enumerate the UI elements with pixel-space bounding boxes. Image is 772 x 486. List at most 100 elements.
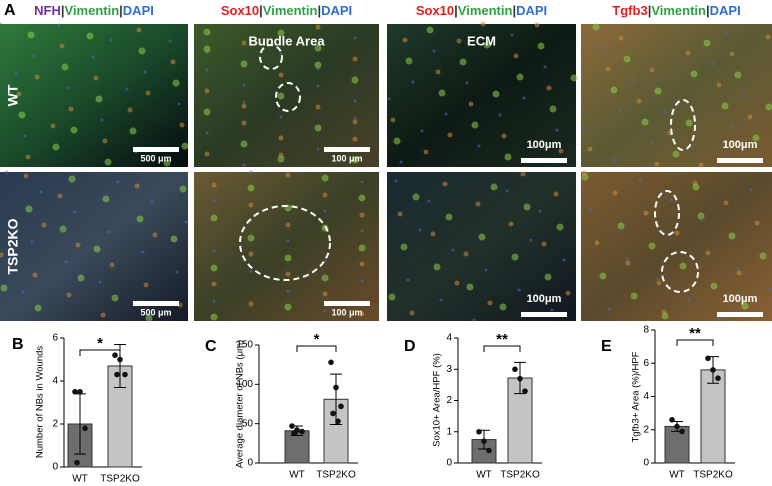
header-part: Vimentin bbox=[458, 3, 513, 18]
cell-nucleus bbox=[625, 260, 631, 266]
cell-nucleus bbox=[543, 65, 547, 69]
cell-nucleus bbox=[248, 301, 254, 307]
scale-bar bbox=[324, 301, 370, 306]
column-header: Tgfb3|Vimentin|DAPI bbox=[612, 3, 740, 18]
region-label: Bundle Area bbox=[248, 33, 325, 48]
cell-nucleus bbox=[562, 258, 566, 262]
cell-nucleus bbox=[420, 129, 424, 133]
cell-nucleus bbox=[505, 189, 509, 193]
cell-nucleus bbox=[765, 34, 771, 40]
cell-nucleus bbox=[759, 252, 767, 260]
cell-nucleus bbox=[471, 121, 479, 129]
data-point bbox=[112, 352, 118, 359]
cell-nucleus bbox=[64, 260, 68, 264]
cell-nucleus bbox=[104, 158, 112, 166]
data-point bbox=[333, 384, 339, 391]
data-point bbox=[710, 367, 716, 373]
y-tick-label: 2 bbox=[446, 395, 452, 406]
cell-nucleus bbox=[729, 51, 735, 57]
scale-bar bbox=[717, 158, 763, 163]
cell-nucleus bbox=[102, 138, 108, 144]
x-tick-label: TSP2KO bbox=[500, 470, 540, 481]
cell-nucleus bbox=[93, 75, 99, 81]
cell-nucleus bbox=[100, 312, 106, 318]
cell-nucleus bbox=[617, 222, 625, 230]
cell-nucleus bbox=[242, 83, 246, 87]
cell-nucleus bbox=[705, 250, 711, 256]
cell-nucleus bbox=[687, 297, 691, 301]
cell-nucleus bbox=[141, 250, 145, 254]
scale-bar-label: 100μm bbox=[527, 139, 562, 151]
header-part: Vimentin bbox=[263, 3, 318, 18]
data-point bbox=[291, 430, 297, 436]
cell-nucleus bbox=[649, 141, 653, 145]
cell-nucleus bbox=[203, 45, 211, 53]
cell-nucleus bbox=[432, 49, 436, 53]
data-point bbox=[705, 355, 711, 362]
cell-nucleus bbox=[736, 267, 740, 271]
data-point bbox=[517, 375, 523, 382]
cell-nucleus bbox=[284, 303, 292, 311]
cell-nucleus bbox=[480, 21, 486, 27]
column-header: NFH|Vimentin|DAPI bbox=[34, 3, 154, 18]
cell-nucleus bbox=[690, 70, 698, 78]
cell-nucleus bbox=[405, 57, 413, 65]
cell-nucleus bbox=[442, 181, 448, 187]
cell-nucleus bbox=[360, 229, 364, 233]
cell-nucleus bbox=[212, 199, 216, 203]
outline bbox=[259, 44, 283, 70]
cell-nucleus bbox=[248, 202, 254, 208]
cell-nucleus bbox=[570, 74, 578, 82]
cell-nucleus bbox=[203, 28, 211, 36]
cell-nucleus bbox=[212, 299, 216, 303]
row-label: TSP2KO bbox=[5, 218, 21, 274]
y-tick-label: 2 bbox=[643, 424, 649, 435]
y-tick-label: 1 bbox=[446, 426, 452, 437]
cell-nucleus bbox=[623, 55, 631, 63]
y-tick-label: 4 bbox=[446, 333, 452, 344]
cell-nucleus bbox=[475, 201, 481, 207]
y-tick-label: 8 bbox=[643, 325, 649, 336]
header-part: | bbox=[706, 3, 710, 18]
x-tick-label: TSP2KO bbox=[316, 470, 356, 481]
cell-nucleus bbox=[41, 222, 47, 228]
cell-nucleus bbox=[613, 158, 617, 162]
cell-nucleus bbox=[618, 35, 624, 41]
cell-nucleus bbox=[91, 55, 95, 59]
cell-nucleus bbox=[68, 106, 74, 112]
micrographs bbox=[0, 21, 772, 322]
x-tick-label: WT bbox=[669, 470, 685, 481]
cell-nucleus bbox=[73, 210, 77, 214]
cell-nucleus bbox=[747, 114, 753, 120]
cell-nucleus bbox=[170, 235, 178, 243]
cell-nucleus bbox=[286, 239, 290, 243]
cell-nucleus bbox=[242, 100, 246, 104]
cell-nucleus bbox=[179, 122, 185, 128]
cell-nucleus bbox=[323, 259, 327, 263]
cell-nucleus bbox=[716, 82, 722, 88]
micrograph bbox=[581, 24, 772, 167]
cell-nucleus bbox=[25, 154, 31, 160]
cell-nucleus bbox=[0, 284, 8, 292]
cell-nucleus bbox=[729, 125, 733, 129]
cell-nucleus bbox=[359, 261, 365, 267]
cell-nucleus bbox=[177, 102, 181, 106]
cell-nucleus bbox=[451, 248, 455, 252]
cell-nucleus bbox=[534, 22, 540, 28]
scale-bar-label: 100μm bbox=[527, 293, 562, 305]
cell-nucleus bbox=[399, 160, 403, 164]
bar bbox=[664, 425, 690, 464]
header-part: | bbox=[119, 3, 123, 18]
cell-nucleus bbox=[111, 294, 119, 302]
cell-nucleus bbox=[656, 280, 662, 286]
cell-nucleus bbox=[204, 151, 210, 157]
cell-nucleus bbox=[210, 264, 218, 272]
cell-nucleus bbox=[66, 292, 72, 298]
cell-nucleus bbox=[170, 59, 176, 65]
cell-nucleus bbox=[152, 232, 158, 238]
y-tick-label: 6 bbox=[52, 333, 58, 344]
cell-nucleus bbox=[721, 102, 729, 110]
cell-nucleus bbox=[59, 43, 65, 49]
cell-nucleus bbox=[680, 30, 684, 34]
cell-nucleus bbox=[100, 118, 104, 122]
